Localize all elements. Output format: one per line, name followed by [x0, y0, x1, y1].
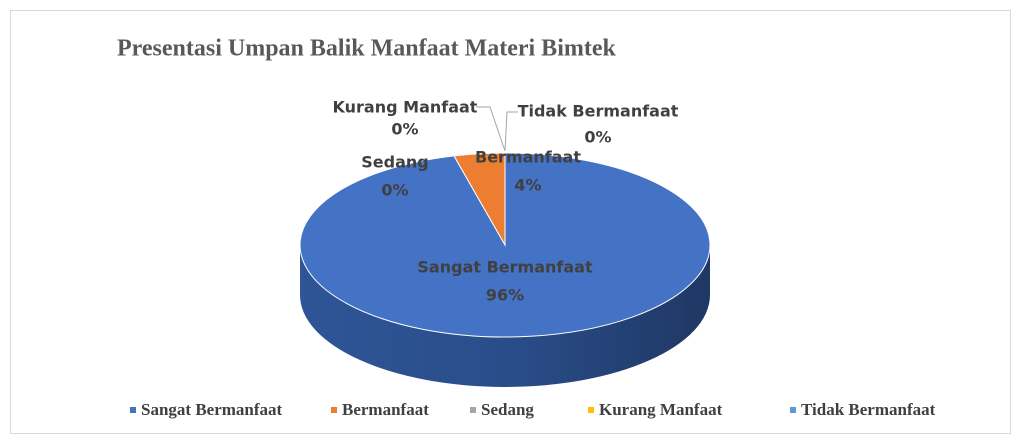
data-label-name: Sangat Bermanfaat: [417, 258, 593, 277]
data-label-name: Sedang: [361, 153, 428, 172]
data-label-value: 4%: [514, 176, 541, 195]
leader-line: [504, 111, 518, 152]
legend-label: Bermanfaat: [342, 400, 429, 419]
legend-label: Sedang: [481, 400, 534, 419]
legend-label: Tidak Bermanfaat: [801, 400, 936, 419]
data-label-name: Bermanfaat: [475, 148, 581, 167]
pie-side: [300, 245, 710, 387]
data-label-value: 96%: [486, 286, 524, 305]
pie: [299, 152, 711, 387]
legend-label: Kurang Manfaat: [599, 400, 723, 419]
data-label-value: 0%: [381, 181, 408, 200]
legend-marker: [588, 407, 594, 413]
legend-marker: [130, 407, 136, 413]
legend-marker: [331, 407, 337, 413]
leader-line: [476, 106, 506, 152]
data-label-name: Kurang Manfaat: [333, 98, 478, 117]
legend-marker: [790, 407, 796, 413]
labels: Sangat Bermanfaat 96% Bermanfaat 4% Sedang 0%…: [333, 98, 679, 305]
legend-marker: [470, 407, 476, 413]
chart-title: Presentasi Umpan Balik Manfaat Materi Bi…: [117, 36, 616, 62]
legend: Sangat Bermanfaat Bermanfaat Sedang Kurang …: [130, 400, 936, 419]
data-label-name: Tidak Bermanfaat: [518, 102, 679, 121]
data-label-value: 0%: [584, 128, 611, 147]
legend-label: Sangat Bermanfaat: [141, 400, 283, 419]
data-label-value: 0%: [391, 120, 418, 139]
